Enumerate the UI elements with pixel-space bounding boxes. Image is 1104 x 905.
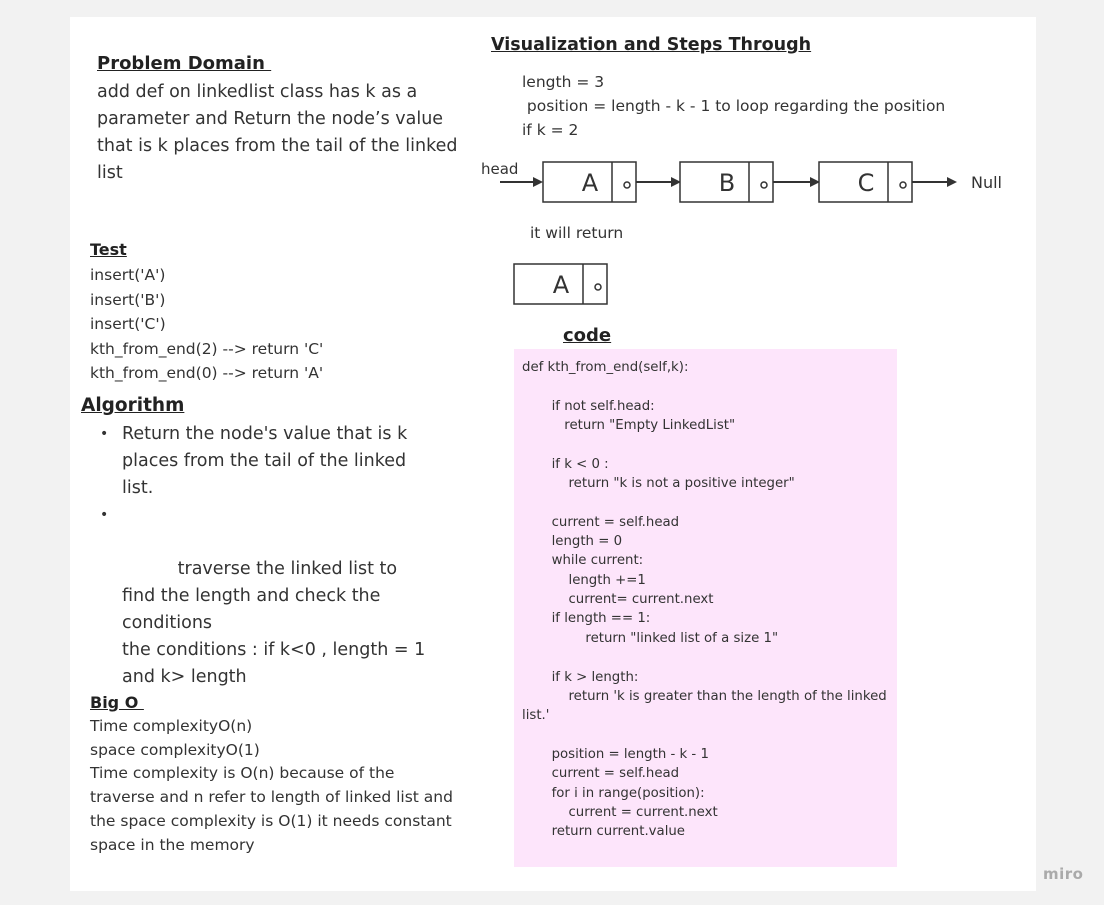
algorithm-item-text: traverse the linked list to find the len… (122, 559, 426, 687)
test-line: insert('A') (90, 266, 166, 284)
algorithm-item-text: Return the node's value that is k places… (122, 424, 408, 498)
code-sticky-note[interactable]: def kth_from_end(self,k): if not self.he… (514, 349, 897, 867)
node-c: C (818, 161, 913, 203)
test-line: kth_from_end(2) --> return 'C' (90, 339, 324, 358)
node-value: B (719, 169, 735, 197)
board: Problem Domain add def on linkedlist cla… (70, 17, 1036, 891)
algorithm-list: • Return the node's value that is k plac… (100, 421, 430, 718)
problem-domain-body: add def on linkedlist class has k as a p… (97, 82, 458, 183)
pointer-dot-icon (760, 181, 768, 189)
bullet-icon: • (100, 426, 109, 442)
return-label: it will return (530, 224, 624, 242)
node-a: A (542, 161, 637, 203)
pointer-dot-icon (623, 181, 631, 189)
viz-position-line: position = length - k - 1 to loop regard… (522, 97, 946, 115)
linked-list-diagram: head A B C Null (481, 160, 1002, 203)
node-value: C (858, 169, 875, 197)
test-title: Test (90, 240, 127, 259)
code-title: code (563, 325, 612, 346)
big-o-line: Time complexityO(n) (90, 717, 253, 735)
test-line: insert('B') (90, 290, 166, 309)
null-label: Null (971, 173, 1002, 192)
big-o-title: Big O (90, 693, 144, 712)
big-o-line: space complexityO(1) (90, 740, 260, 759)
algorithm-item: • traverse the linked list to find the l… (100, 502, 430, 718)
big-o-line: Time complexity is O(n) because of the t… (90, 764, 453, 854)
test-lines: insert('A') insert('B') insert('C') kth_… (90, 263, 323, 386)
node-value: A (582, 169, 599, 197)
algorithm-title: Algorithm (81, 395, 185, 416)
head-label: head (481, 160, 518, 178)
return-node: A (513, 263, 608, 305)
viz-length-line: length = 3 (522, 73, 605, 91)
pointer-dot-icon (899, 181, 907, 189)
viz-k-line: if k = 2 (522, 121, 579, 139)
visualization-title: Visualization and Steps Through (491, 35, 812, 55)
problem-domain-title: Problem Domain (97, 53, 272, 74)
code-text: def kth_from_end(self,k): if not self.he… (522, 360, 887, 840)
algorithm-item: • Return the node's value that is k plac… (100, 421, 430, 502)
miro-watermark: miro (1043, 865, 1084, 883)
node-value: A (553, 271, 570, 299)
test-line: insert('C') (90, 315, 166, 333)
big-o-lines: Time complexityO(n) space complexityO(1)… (90, 715, 460, 857)
pointer-dot-icon (594, 283, 602, 291)
bullet-icon: • (100, 507, 109, 523)
test-line: kth_from_end(0) --> return 'A' (90, 364, 324, 382)
node-b: B (679, 161, 774, 203)
